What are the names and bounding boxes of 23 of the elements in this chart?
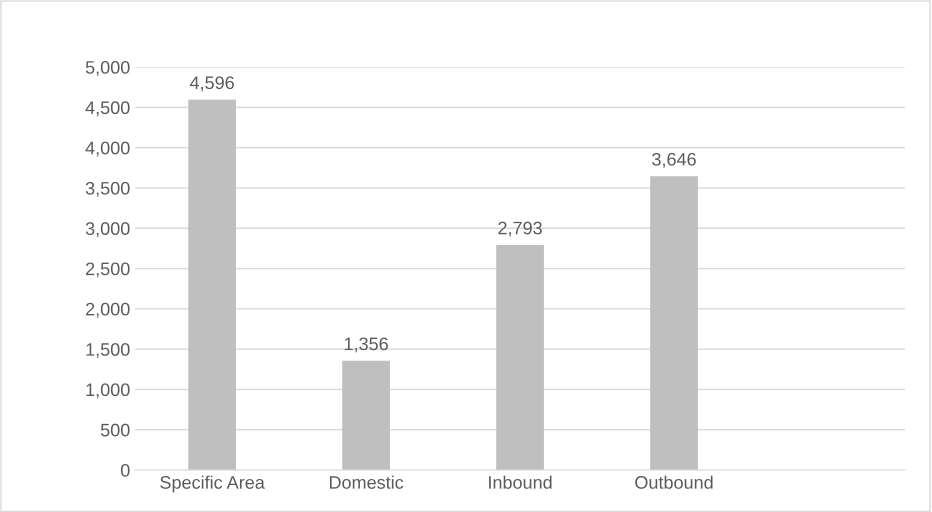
x-tick-label: Domestic: [330, 476, 404, 489]
bar: [342, 360, 390, 470]
data-label: 4,596: [190, 76, 234, 92]
data-label: 3,646: [652, 152, 696, 168]
y-tick-label: 2,500: [86, 262, 130, 278]
y-tick-label: 3,500: [86, 182, 130, 197]
y-tick-label: 1,500: [86, 343, 130, 358]
y-tick-label: 5,000: [86, 61, 130, 76]
data-label: 2,793: [498, 222, 542, 237]
bar: [496, 244, 544, 470]
x-tick-label: Inbound: [489, 476, 552, 489]
x-tick-label: Specific Area: [160, 476, 265, 492]
bar: [188, 100, 236, 470]
data-label: 1,356: [344, 337, 388, 352]
y-tick-label: 4,500: [86, 101, 130, 116]
y-tick-label: 1,000: [86, 383, 130, 398]
y-tick-label: 2,000: [86, 302, 130, 318]
y-tick-label: 4,000: [86, 142, 130, 157]
bar: [650, 176, 698, 470]
y-tick-label: 3,000: [86, 222, 130, 238]
y-tick-label: 500: [100, 424, 130, 436]
y-tick-label: 0: [120, 464, 130, 477]
x-tick-label: Outbound: [635, 476, 713, 489]
